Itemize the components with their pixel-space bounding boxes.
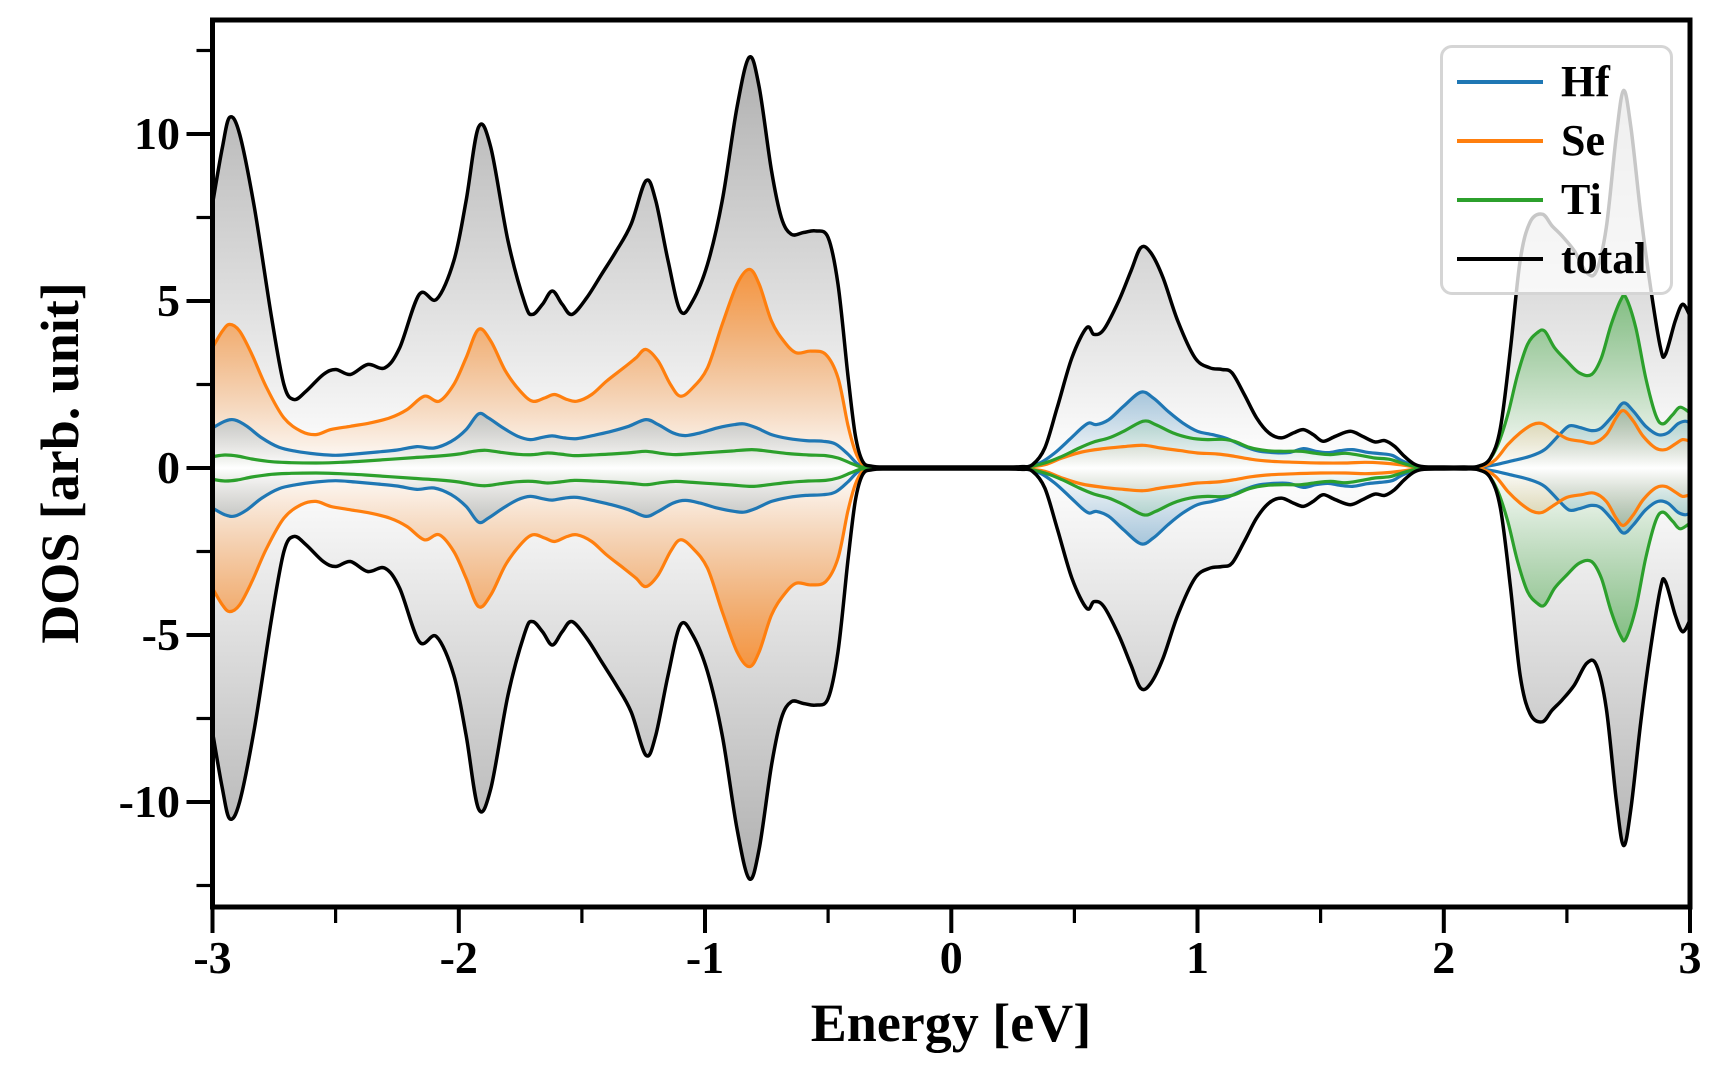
legend: Hf Se Ti total xyxy=(1440,45,1673,295)
legend-label-Ti: Ti xyxy=(1561,174,1602,224)
legend-entry-total: total xyxy=(1443,231,1670,287)
x-axis-title: Energy [eV] xyxy=(810,993,1092,1053)
legend-entry-Ti: Ti xyxy=(1443,172,1670,228)
legend-entry-Hf: Hf xyxy=(1443,54,1670,110)
Ti-curve-lower xyxy=(212,466,1690,643)
total-curve-lower xyxy=(212,467,1690,882)
y-tick-label: 5 xyxy=(157,275,180,326)
legend-line-total xyxy=(1457,256,1543,261)
legend-entry-Se: Se xyxy=(1443,113,1670,169)
axes-frame xyxy=(210,17,1693,910)
x-tick-label: 0 xyxy=(939,932,963,983)
x-tick-label: 2 xyxy=(1432,932,1456,983)
y-tick-label: -5 xyxy=(141,609,180,660)
Se-curve-lower xyxy=(212,466,1690,669)
plot-area xyxy=(212,54,1690,882)
legend-label-Hf: Hf xyxy=(1561,56,1610,106)
Ti-curve-upper xyxy=(212,293,1690,470)
axis-ticks xyxy=(186,48,1692,933)
Hf-curve-upper xyxy=(212,390,1690,470)
x-tick-label: 1 xyxy=(1186,932,1209,983)
x-tick-label: -1 xyxy=(685,932,725,983)
x-tick-label: -3 xyxy=(193,932,232,983)
x-tick-label: 3 xyxy=(1678,932,1702,983)
legend-label-Se: Se xyxy=(1561,115,1605,165)
total-curve-upper xyxy=(212,54,1690,469)
legend-line-Hf xyxy=(1457,79,1543,84)
y-tick-label: 0 xyxy=(157,442,180,493)
Hf-curve-lower xyxy=(212,466,1690,546)
x-tick-label: -2 xyxy=(439,932,478,983)
legend-line-Ti xyxy=(1457,197,1543,202)
legend-label-total: total xyxy=(1561,233,1647,283)
y-tick-label: 10 xyxy=(134,108,180,159)
y-tick-label: -10 xyxy=(118,776,180,827)
y-axis-title: DOS [arb. unit] xyxy=(30,282,90,644)
Se-curve-upper xyxy=(212,267,1690,470)
legend-line-Se xyxy=(1457,138,1543,143)
